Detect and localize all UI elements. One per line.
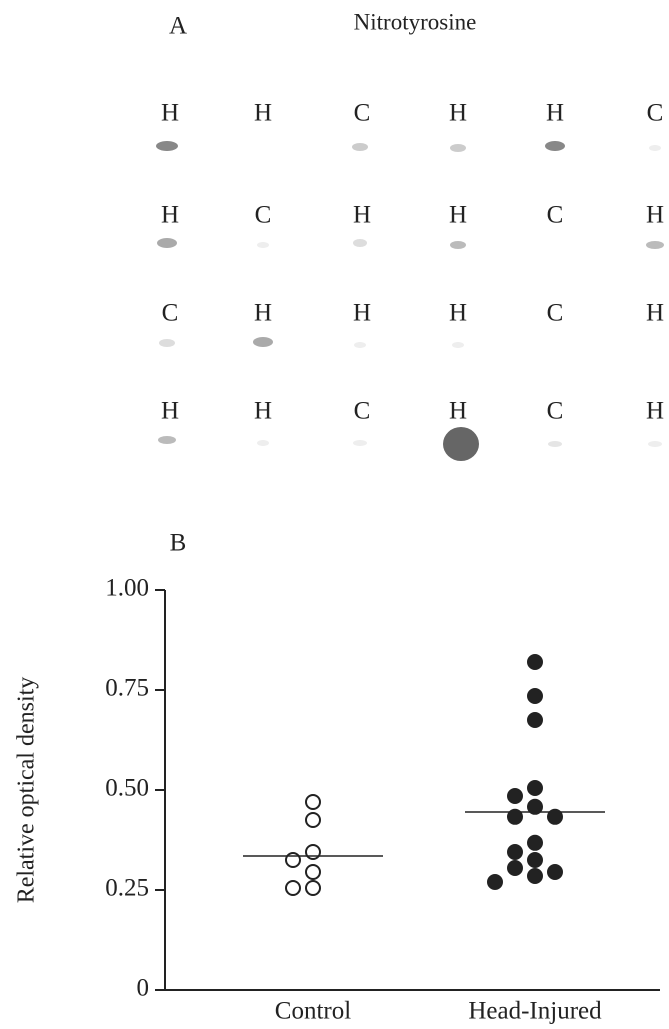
- lane-label: C: [547, 398, 564, 425]
- lane-label: H: [254, 100, 272, 127]
- lane-label: H: [353, 300, 371, 327]
- data-point: [528, 781, 542, 795]
- data-point: [306, 865, 320, 879]
- panel-label: A: [169, 13, 187, 40]
- lane-label: H: [161, 398, 179, 425]
- data-point: [306, 813, 320, 827]
- lane-label: H: [646, 202, 664, 229]
- data-point: [528, 853, 542, 867]
- lane-label: H: [161, 202, 179, 229]
- blot-spots: [156, 141, 664, 461]
- data-point: [286, 853, 300, 867]
- lane-label: C: [354, 100, 371, 127]
- data-point: [508, 845, 522, 859]
- lane-label: H: [449, 398, 467, 425]
- lane-label: C: [547, 202, 564, 229]
- data-point: [528, 689, 542, 703]
- lane-label: H: [449, 202, 467, 229]
- y-tick-label: 0.50: [105, 775, 149, 802]
- data-point: [528, 869, 542, 883]
- lane-label: H: [161, 100, 179, 127]
- lane-label: C: [547, 300, 564, 327]
- y-tick-label: 1.00: [105, 575, 149, 602]
- data-point: [528, 713, 542, 727]
- data-point: [548, 865, 562, 879]
- y-tick-label: 0: [137, 975, 150, 1002]
- y-tick-label: 0.75: [105, 675, 149, 702]
- data-point: [508, 789, 522, 803]
- lane-label: H: [646, 300, 664, 327]
- lane-label: C: [162, 300, 179, 327]
- lane-label: H: [646, 398, 664, 425]
- lane-label: C: [647, 100, 664, 127]
- y-tick-label: 0.25: [105, 875, 149, 902]
- data-point: [306, 795, 320, 809]
- x-tick-label: Head-Injured: [468, 998, 602, 1025]
- data-point: [528, 655, 542, 669]
- data-point: [508, 861, 522, 875]
- lane-label: H: [353, 202, 371, 229]
- data-point: [306, 845, 320, 859]
- lane-label: H: [254, 398, 272, 425]
- y-axis-label: Relative optical density: [14, 677, 40, 904]
- lane-label: C: [354, 398, 371, 425]
- lane-label: H: [449, 100, 467, 127]
- lane-label: H: [254, 300, 272, 327]
- data-point: [528, 836, 542, 850]
- lane-label: C: [255, 202, 272, 229]
- x-tick-label: Control: [275, 998, 351, 1025]
- lane-label: H: [449, 300, 467, 327]
- figure: A Nitrotyrosine B Relative optical densi…: [0, 0, 669, 1029]
- blot-title: Nitrotyrosine: [354, 9, 477, 34]
- data-point: [286, 881, 300, 895]
- panel-label: B: [170, 530, 187, 557]
- data-point: [488, 875, 502, 889]
- data-point: [306, 881, 320, 895]
- lane-label: H: [546, 100, 564, 127]
